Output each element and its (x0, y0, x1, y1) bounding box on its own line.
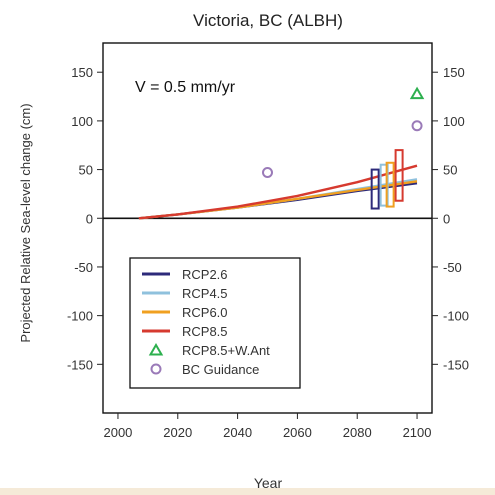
y-tick-label-left: 100 (71, 114, 93, 129)
y-tick-label-right: 100 (443, 114, 465, 129)
y-tick-label-left: 150 (71, 65, 93, 80)
y-tick-label-left: 50 (79, 163, 93, 178)
bottom-strip (0, 488, 495, 495)
y-tick-label-right: 150 (443, 65, 465, 80)
y-tick-label-right: -50 (443, 260, 462, 275)
x-tick-label: 2100 (403, 425, 432, 440)
y-tick-label-right: -100 (443, 309, 469, 324)
legend: RCP2.6 RCP4.5 RCP6.0 RCP8.5 RCP8.5+W.Ant BC G… (129, 257, 301, 389)
y-tick-label-left: -150 (67, 357, 93, 372)
legend-label-rcp2-6: RCP2.6 (182, 267, 228, 282)
series-line-rcp8-5 (138, 164, 418, 220)
marker-rcp85-w-ant (409, 86, 425, 100)
plot-frame (102, 42, 433, 414)
legend-label-rcp6-0: RCP6.0 (182, 305, 228, 320)
chart-title: Victoria, BC (ALBH) (193, 11, 343, 30)
legend-label-bc-guidance: BC Guidance (182, 362, 259, 377)
y-tick-label-left: -50 (74, 260, 93, 275)
y-axis-label: Projected Relative Sea-level change (cm) (18, 103, 33, 342)
range-box-rcp2-6 (370, 168, 380, 210)
x-tick-label: 2020 (163, 425, 192, 440)
marker-bc-guidance (262, 167, 273, 178)
range-box-rcp8-5 (394, 149, 404, 202)
plot-area: 150 150 100 100 50 50 0 0 -50 -50 -100 -100 -150 -150… (67, 42, 469, 440)
y-tick-label-left: -100 (67, 309, 93, 324)
legend-label-rcp8-5-w-ant: RCP8.5+W.Ant (182, 343, 270, 358)
legend-swatch-bc-guidance (150, 363, 162, 375)
x-tick-label: 2060 (283, 425, 312, 440)
x-tick-label: 2040 (223, 425, 252, 440)
x-tick-label: 2080 (343, 425, 372, 440)
legend-label-rcp8-5: RCP8.5 (182, 324, 228, 339)
legend-box (129, 257, 301, 389)
legend-swatch-rcp8-5-w-ant (148, 343, 164, 356)
y-tick-label-left: 0 (86, 211, 93, 226)
marker-bc-guidance (411, 120, 423, 132)
y-tick-label-right: -150 (443, 357, 469, 372)
annotation-rate: V = 0.5 mm/yr (135, 79, 236, 96)
y-tick-label-right: 50 (443, 163, 457, 178)
range-box-rcp4-5 (379, 163, 389, 207)
x-tick-label: 2000 (103, 425, 132, 440)
range-box-rcp6-0 (385, 161, 395, 208)
legend-label-rcp4-5: RCP4.5 (182, 286, 228, 301)
x-axis-label: Year (254, 475, 283, 491)
y-tick-label-right: 0 (443, 211, 450, 226)
